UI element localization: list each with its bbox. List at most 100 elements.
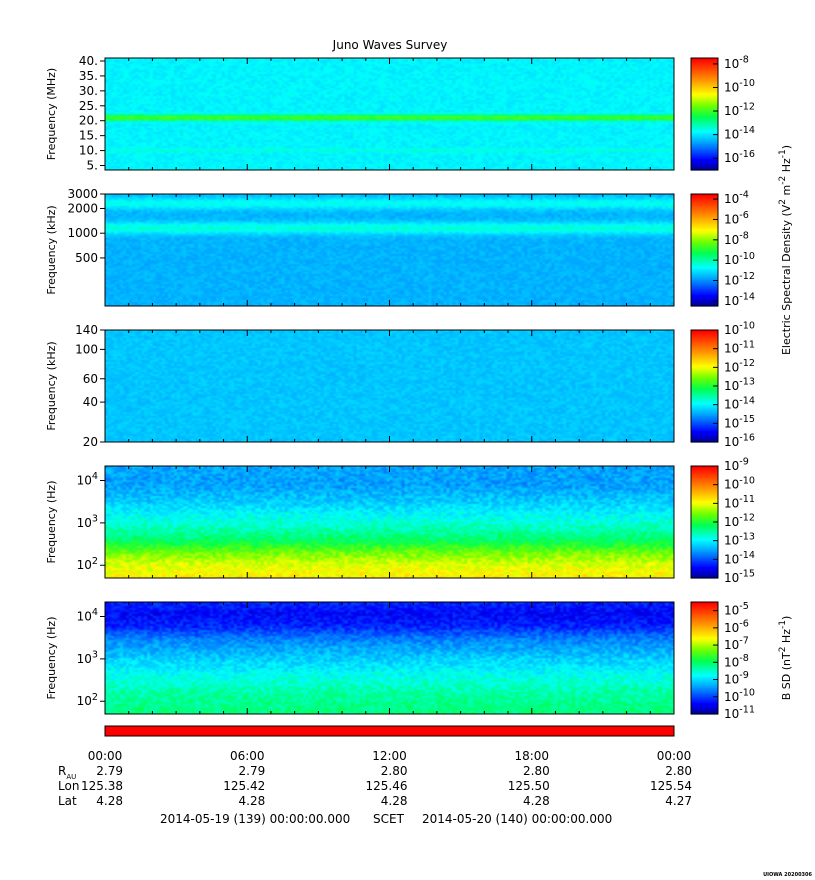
y-tick-label: 1000 bbox=[67, 226, 98, 240]
colorbar-tick-label: 10-14 bbox=[724, 395, 755, 411]
colorbar-tick-label: 10-10 bbox=[724, 687, 755, 703]
time-system-label: SCET bbox=[373, 812, 405, 826]
x-tick-label: 18:00 bbox=[514, 749, 549, 763]
colorbar-tick-label: 10-9 bbox=[724, 670, 749, 686]
credit-stamp: UIOWA 20200306 bbox=[763, 872, 812, 878]
colorbar-tick-label: 10-10 bbox=[724, 321, 755, 337]
colorbar-tick-label: 10-11 bbox=[724, 494, 755, 510]
y-tick-label: 2000 bbox=[67, 201, 98, 215]
y-tick-label: 10. bbox=[79, 144, 98, 158]
colorbar-tick-label: 10-16 bbox=[724, 149, 755, 165]
y-tick-label: 15. bbox=[79, 129, 98, 143]
ephemeris-value: 2.80 bbox=[523, 764, 550, 778]
spectrogram-image bbox=[105, 194, 674, 306]
ephemeris-row-label: Lon bbox=[58, 779, 79, 793]
ephemeris-value: 125.38 bbox=[81, 779, 123, 793]
ephemeris-value: 4.28 bbox=[239, 794, 266, 808]
x-tick-label: 12:00 bbox=[372, 749, 407, 763]
y-axis-label: Frequency (kHz) bbox=[45, 205, 58, 294]
colorbar-tick-label: 10-12 bbox=[724, 513, 755, 529]
colorbar-tick-label: 10-12 bbox=[724, 271, 755, 287]
y-axis-label: Frequency (Hz) bbox=[45, 481, 58, 564]
colorbar-tick-label: 10-12 bbox=[724, 358, 755, 374]
y-tick-label: 60 bbox=[83, 372, 98, 386]
y-tick-label: 104 bbox=[77, 471, 98, 487]
y-tick-label: 500 bbox=[75, 251, 98, 265]
colorbar-tick-label: 10-12 bbox=[724, 102, 755, 118]
spectrogram-image bbox=[105, 466, 674, 578]
y-tick-label: 103 bbox=[77, 513, 98, 529]
colorbar-tick-label: 10-8 bbox=[724, 653, 749, 669]
y-tick-label: 30. bbox=[79, 84, 98, 98]
colorbar-tick-label: 10-16 bbox=[724, 433, 755, 449]
y-tick-label: 20. bbox=[79, 114, 98, 128]
colorbar-tick-label: 10-14 bbox=[724, 550, 755, 566]
y-axis-label: Frequency (MHz) bbox=[45, 68, 58, 160]
ephemeris-value: 2.79 bbox=[96, 764, 123, 778]
colorbar-tick-label: 10-7 bbox=[724, 636, 749, 652]
y-axis-label: Frequency (kHz) bbox=[45, 341, 58, 430]
colorbar-tick-label: 10-11 bbox=[724, 339, 755, 355]
data-coverage-bar bbox=[104, 725, 675, 737]
y-axis-label: Frequency (Hz) bbox=[45, 617, 58, 700]
colorbar-2: 10-4 10-6 10-8 10-10 10-12 10-14 bbox=[690, 190, 755, 308]
colorbar-1: 10-8 10-10 10-12 10-14 10-16 bbox=[690, 54, 755, 171]
y-tick-label: 102 bbox=[77, 692, 98, 708]
y-tick-label: 102 bbox=[77, 556, 98, 572]
ephemeris-value: 125.46 bbox=[366, 779, 408, 793]
ephemeris-value: 2.80 bbox=[381, 764, 408, 778]
y-tick-label: 103 bbox=[77, 649, 98, 665]
ephemeris-value: 2.79 bbox=[239, 764, 266, 778]
colorbar-tick-label: 10-9 bbox=[724, 457, 749, 473]
colorbar-axis-labels: Electric Spectral Density (V2 m-2 Hz-1) B… bbox=[778, 145, 793, 700]
ephemeris-value: 2.80 bbox=[665, 764, 692, 778]
colorbar-tick-label: 10-8 bbox=[724, 54, 749, 70]
y-tick-label: 140 bbox=[75, 323, 98, 337]
time-range-end: 2014-05-20 (140) 00:00:00.000 bbox=[422, 812, 612, 826]
colorbar-tick-label: 10-5 bbox=[724, 601, 749, 617]
ephemeris-row-label: RAU bbox=[58, 764, 76, 781]
colorbar-tick-label: 10-11 bbox=[724, 705, 755, 721]
time-range-start: 2014-05-19 (139) 00:00:00.000 bbox=[160, 812, 350, 826]
colorbar-tick-label: 10-14 bbox=[724, 125, 755, 141]
ephemeris-value: 4.28 bbox=[381, 794, 408, 808]
ephemeris-row-label: Lat bbox=[58, 794, 77, 808]
ephemeris-value: 125.42 bbox=[223, 779, 265, 793]
y-tick-label: 20 bbox=[83, 435, 98, 449]
y-tick-label: 104 bbox=[77, 607, 98, 623]
spectrogram-panels: 5.10.15.20.25.30.35.40. Frequency (MHz) 10… bbox=[45, 54, 755, 721]
colorbar-3: 10-10 10-11 10-12 10-13 10-14 10-15 10-16 bbox=[690, 321, 755, 449]
x-tick-label: 06:00 bbox=[230, 749, 265, 763]
ephemeris-value: 125.50 bbox=[508, 779, 550, 793]
colorbar-tick-label: 10-10 bbox=[724, 251, 755, 267]
colorbar-tick-label: 10-6 bbox=[724, 210, 749, 226]
y-tick-label: 5. bbox=[87, 159, 98, 173]
magnetic-spectral-density-label: B SD (nT2 Hz-1) bbox=[778, 616, 793, 701]
colorbar-tick-label: 10-8 bbox=[724, 230, 749, 246]
colorbar-tick-label: 10-14 bbox=[724, 292, 755, 308]
y-tick-label: 25. bbox=[79, 99, 98, 113]
spectrogram-image bbox=[105, 330, 674, 442]
spectrogram-panel-3: 20 40 60 100 140 Frequency (kHz) 10-10 10-11 10-… bbox=[45, 321, 755, 449]
chart-title: Juno Waves Survey bbox=[332, 38, 448, 52]
ephemeris-value: 4.28 bbox=[96, 794, 123, 808]
electric-spectral-density-label: Electric Spectral Density (V2 m-2 Hz-1) bbox=[778, 145, 793, 355]
ephemeris-value: 4.27 bbox=[665, 794, 692, 808]
colorbar-tick-label: 10-15 bbox=[724, 414, 755, 430]
y-tick-label: 100 bbox=[75, 342, 98, 356]
y-tick-label: 40 bbox=[83, 395, 98, 409]
colorbar-tick-label: 10-6 bbox=[724, 618, 749, 634]
spectrogram-image bbox=[105, 58, 674, 170]
spectrogram-image bbox=[105, 602, 674, 714]
colorbar-5: 10-510-6 10-710-810-910-10 10-11 bbox=[690, 601, 755, 721]
colorbar-tick-label: 10-13 bbox=[724, 531, 755, 547]
y-tick-label: 40. bbox=[79, 54, 98, 68]
x-tick-label: 00:00 bbox=[657, 749, 692, 763]
colorbar-tick-label: 10-15 bbox=[724, 569, 755, 585]
colorbar-tick-label: 10-10 bbox=[724, 78, 755, 94]
x-tick-label: 00:00 bbox=[88, 749, 123, 763]
